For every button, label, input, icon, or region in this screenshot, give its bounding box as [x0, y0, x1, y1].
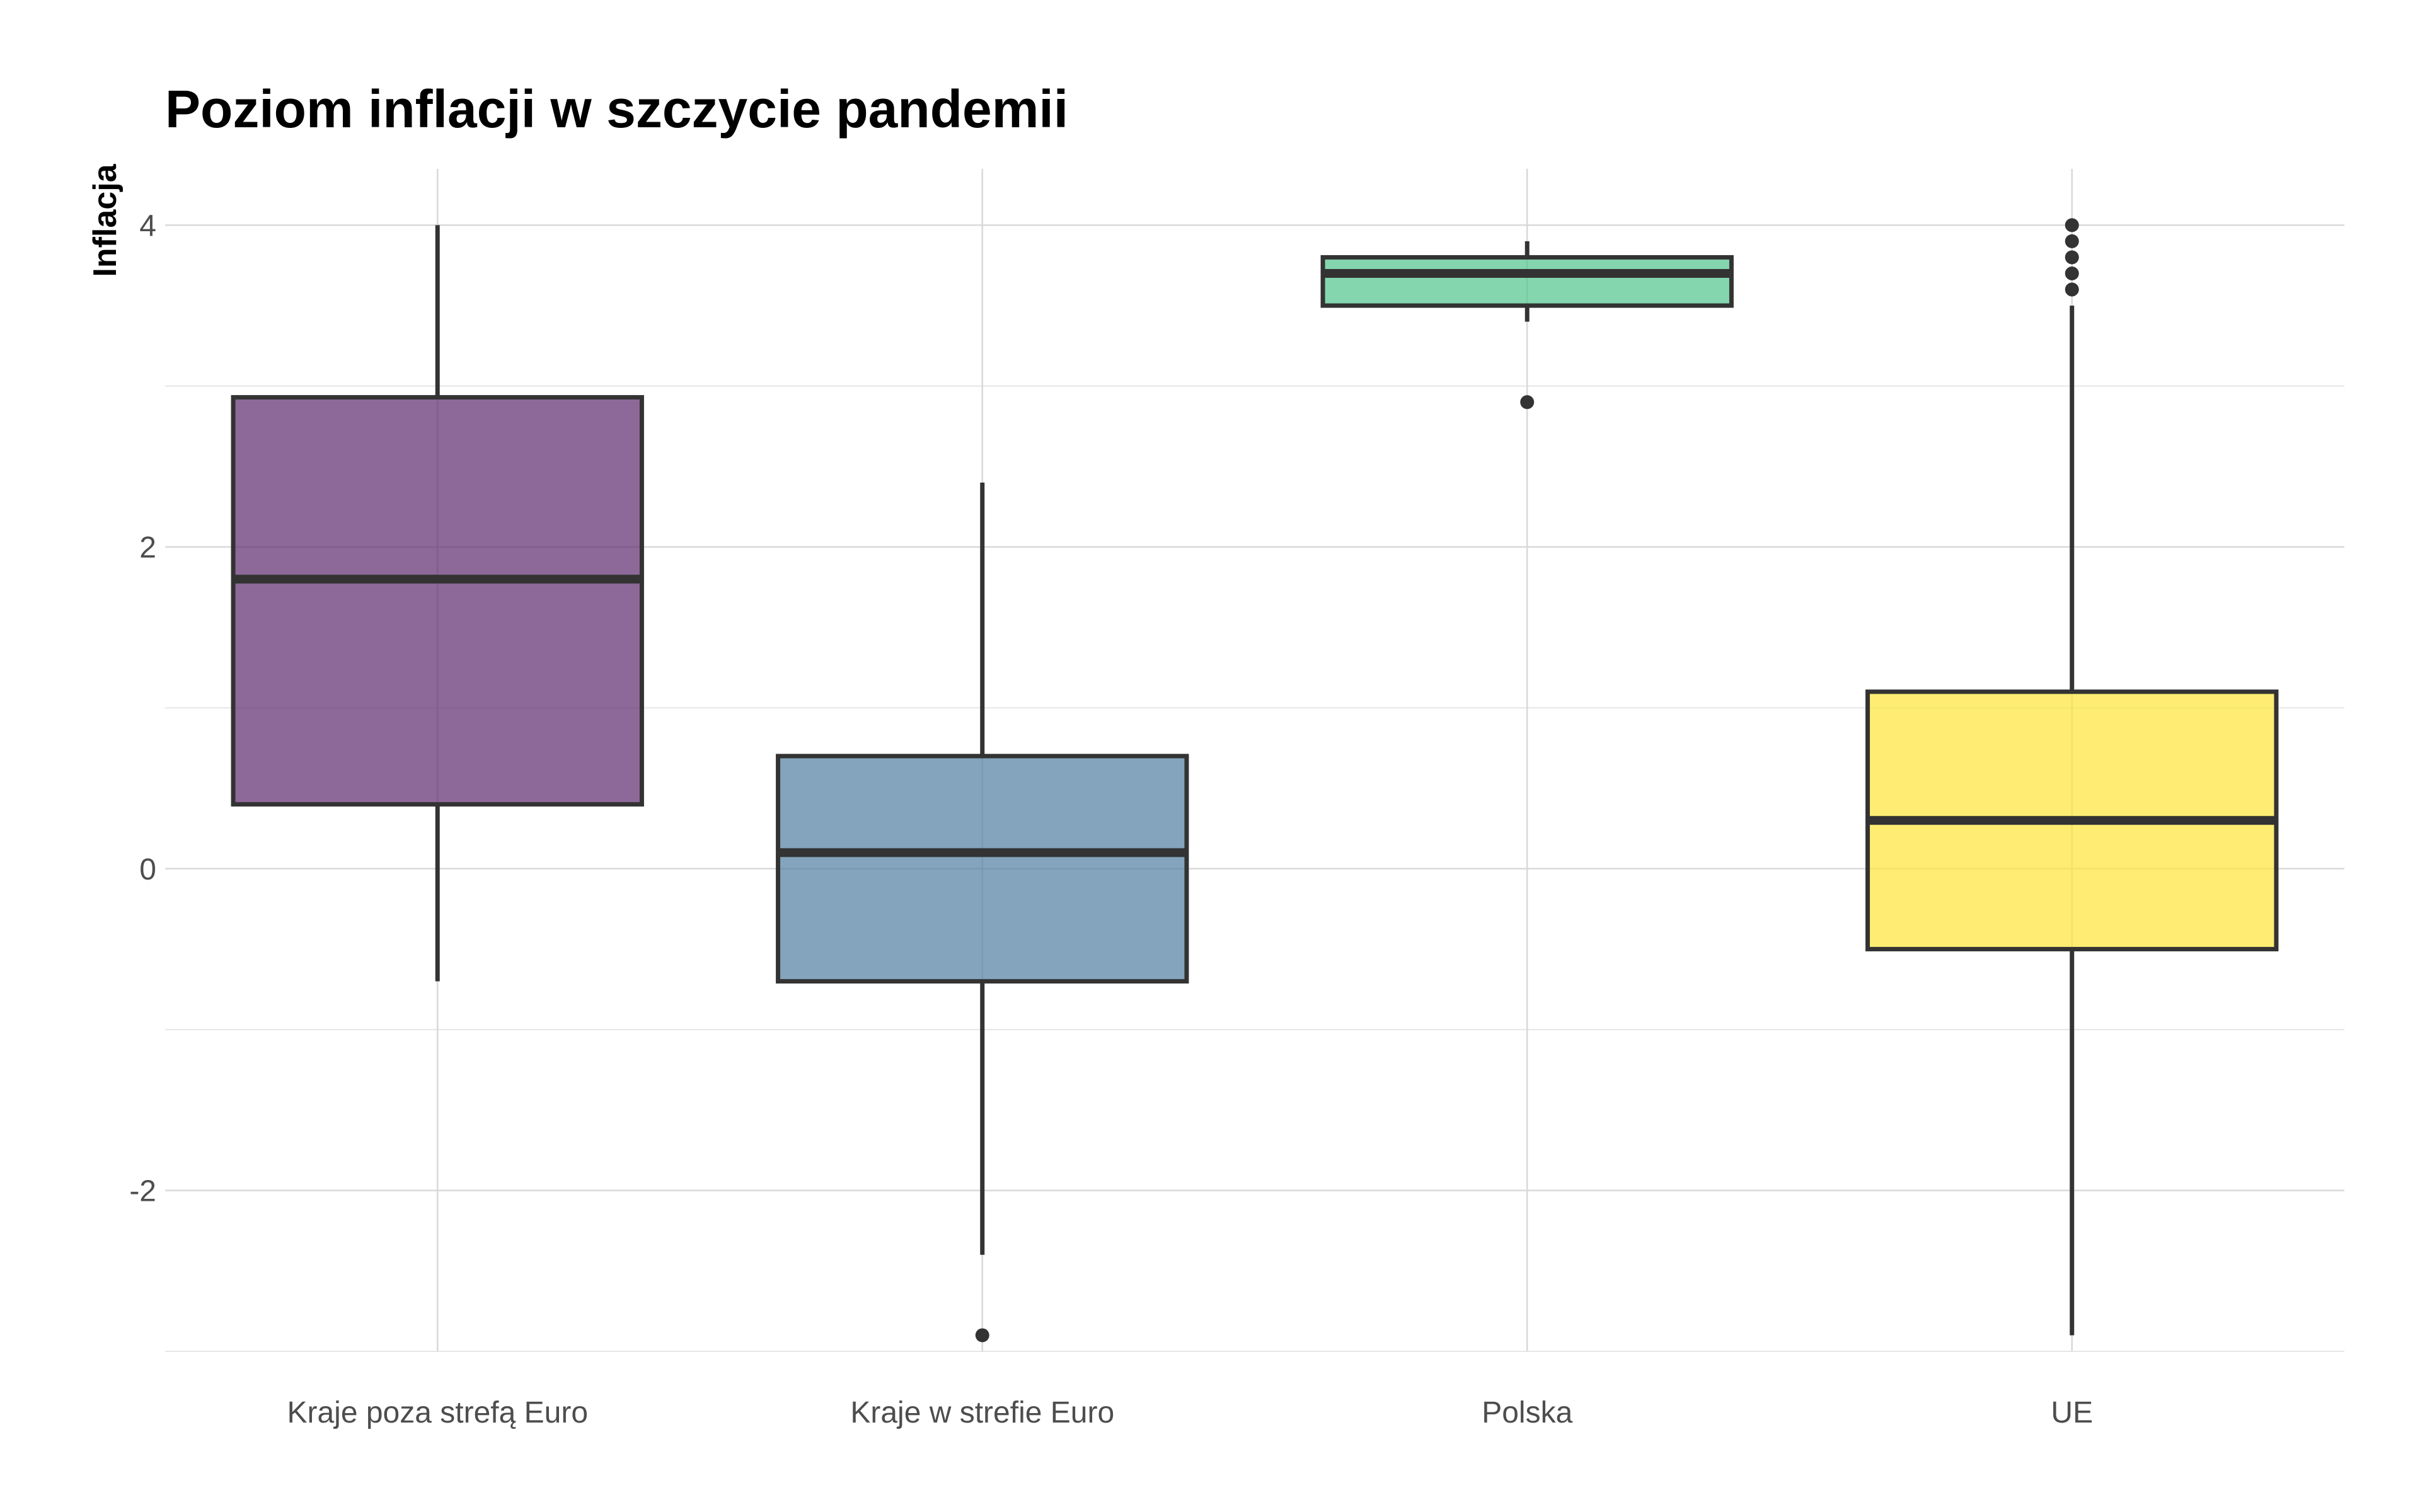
outlier-point [2065, 282, 2079, 297]
y-tick-label: -2 [129, 1175, 156, 1208]
axis-labels: -2 0 2 4 Kraje poza strefą Euro Kraje w stref… [129, 209, 2093, 1429]
box-body [776, 753, 1189, 984]
box-group [231, 225, 644, 982]
outlier-point [2065, 218, 2079, 232]
x-tick-label: Kraje w strefie Euro [850, 1396, 1114, 1429]
box-group [1320, 241, 1734, 410]
box-body [1320, 255, 1734, 308]
boxes [231, 218, 2279, 1343]
y-tick-label: 2 [139, 531, 156, 564]
outlier-point [2065, 250, 2079, 265]
y-tick-label: 0 [139, 853, 156, 886]
outlier-point [1520, 395, 1535, 410]
box-body [231, 395, 644, 807]
y-tick-label: 4 [139, 209, 156, 243]
chart-title: Poziom inflacji w szczycie pandemii [165, 79, 1068, 139]
box-group [1865, 218, 2279, 1336]
x-tick-label: Kraje poza strefą Euro [287, 1396, 588, 1429]
x-tick-label: Polska [1482, 1396, 1572, 1429]
outlier-point [975, 1328, 989, 1343]
box-group [776, 482, 1189, 1343]
outlier-point [2065, 266, 2079, 280]
y-axis-title: Inflacja [87, 163, 124, 277]
outlier-point [2065, 234, 2079, 248]
x-tick-label: UE [2051, 1396, 2093, 1429]
